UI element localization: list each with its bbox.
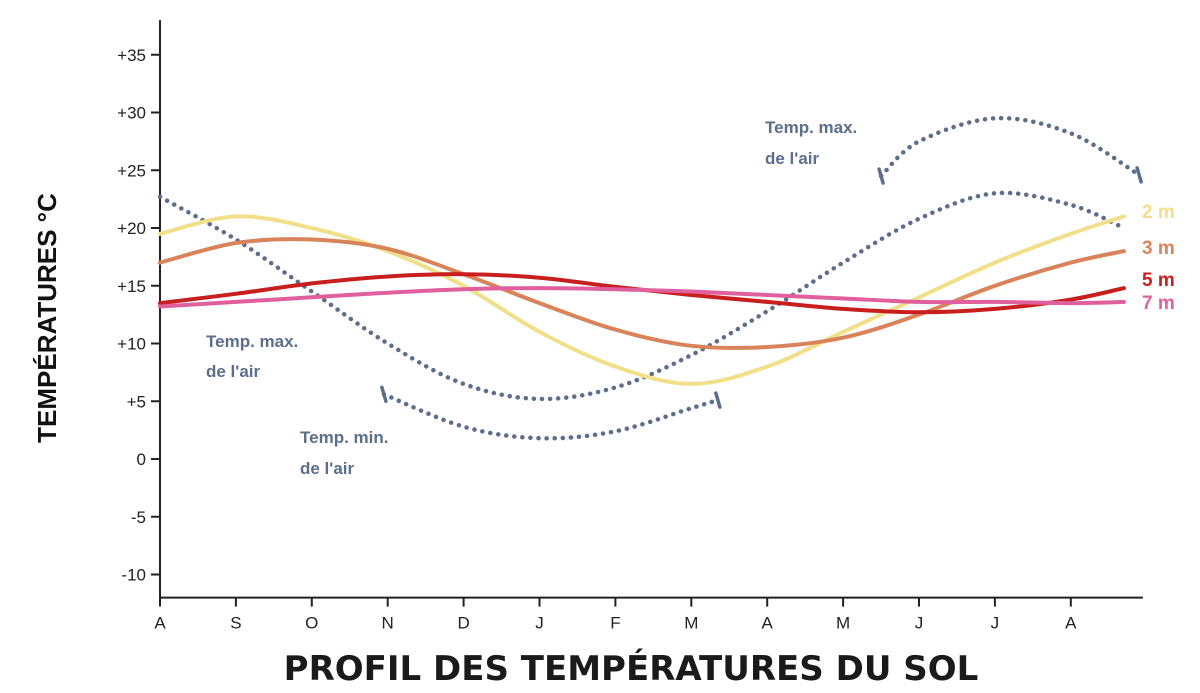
x-tick-label: S [230, 614, 241, 633]
y-tick-label: +10 [117, 335, 146, 354]
series-line-7m [158, 286, 1126, 309]
annotation-max-air-right-line2: de l'air [765, 149, 820, 168]
x-tick-label: A [154, 614, 166, 633]
max-air-temp-line [157, 190, 1127, 402]
annotation-min-air-line1: Temp. min. [300, 428, 388, 447]
series-line-3m [158, 237, 1126, 350]
series-label-7m: 7 m [1142, 293, 1175, 314]
annotations: Temp. max. de l'air Temp. min. de l'air … [206, 118, 857, 478]
max-air-temp-arc [878, 115, 1142, 179]
annotation-max-air-left-line1: Temp. max. [206, 332, 298, 351]
y-tick-label: 0 [137, 450, 146, 469]
min-air-temp-line [381, 392, 721, 441]
x-tick-label: A [762, 614, 774, 633]
x-tick-label: F [610, 614, 620, 633]
y-tick-label: -10 [121, 566, 146, 585]
annotation-max-air-left-line2: de l'air [206, 362, 261, 381]
x-tick-label: O [305, 614, 318, 633]
x-tick-label: J [991, 614, 1000, 633]
series-label-5m: 5 m [1142, 270, 1175, 291]
y-ticks: +35 +30 +25 +20 +15 +10 +5 0 -5 -10 [117, 46, 160, 585]
plot-area [157, 115, 1143, 441]
series-label-3m: 3 m [1142, 238, 1175, 259]
x-tick-label: J [915, 614, 924, 633]
series-line-2m [158, 214, 1126, 386]
axes [159, 20, 1143, 599]
annotation-min-air-line2: de l'air [300, 459, 355, 478]
arc-end-mark [714, 391, 722, 409]
annotation-max-air-right-line1: Temp. max. [765, 118, 857, 137]
y-tick-label: +30 [117, 104, 146, 123]
arc-end-mark [380, 385, 388, 404]
y-tick-label: -5 [131, 508, 146, 527]
y-tick-label: +5 [127, 392, 146, 411]
arc-end-mark [1135, 166, 1143, 184]
x-tick-label: A [1065, 614, 1077, 633]
chart-title: PROFIL DES TEMPÉRATURES DU SOL [284, 648, 979, 689]
series-label-2m: 2 m [1142, 202, 1175, 223]
x-tick-label: J [535, 614, 544, 633]
y-tick-label: +20 [117, 219, 146, 238]
x-tick-label: M [684, 614, 698, 633]
x-tick-label: N [382, 614, 394, 633]
series-labels: 2 m 3 m 5 m 7 m [1142, 202, 1175, 314]
y-axis-label: TEMPÉRATURES °C [32, 193, 62, 443]
x-tick-label: M [836, 614, 850, 633]
y-tick-label: +15 [117, 277, 146, 296]
x-tick-label: D [457, 614, 469, 633]
y-tick-label: +35 [117, 46, 146, 65]
arc-end-mark [877, 167, 885, 185]
y-tick-label: +25 [117, 161, 146, 180]
